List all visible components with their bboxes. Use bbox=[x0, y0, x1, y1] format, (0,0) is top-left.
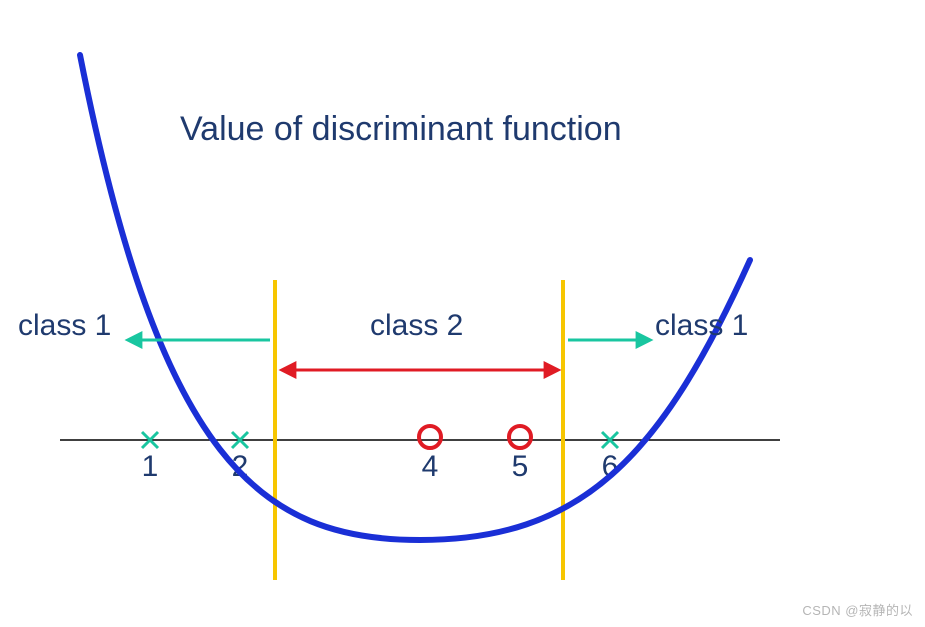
region-label-right: class 1 bbox=[655, 309, 748, 342]
axis-tick-label: 1 bbox=[142, 450, 159, 483]
class2-marker-o bbox=[419, 426, 441, 448]
chart-title: Value of discriminant function bbox=[180, 110, 622, 148]
watermark-text: CSDN @寂静的以 bbox=[802, 600, 913, 619]
axis-tick-label: 4 bbox=[422, 450, 439, 483]
diagram-canvas: 12456class 1class 2class 1Value of discr… bbox=[0, 0, 925, 627]
region-label-mid: class 2 bbox=[370, 309, 463, 342]
axis-tick-label: 5 bbox=[512, 450, 529, 483]
class2-marker-o bbox=[509, 426, 531, 448]
region-label-left: class 1 bbox=[18, 309, 111, 342]
